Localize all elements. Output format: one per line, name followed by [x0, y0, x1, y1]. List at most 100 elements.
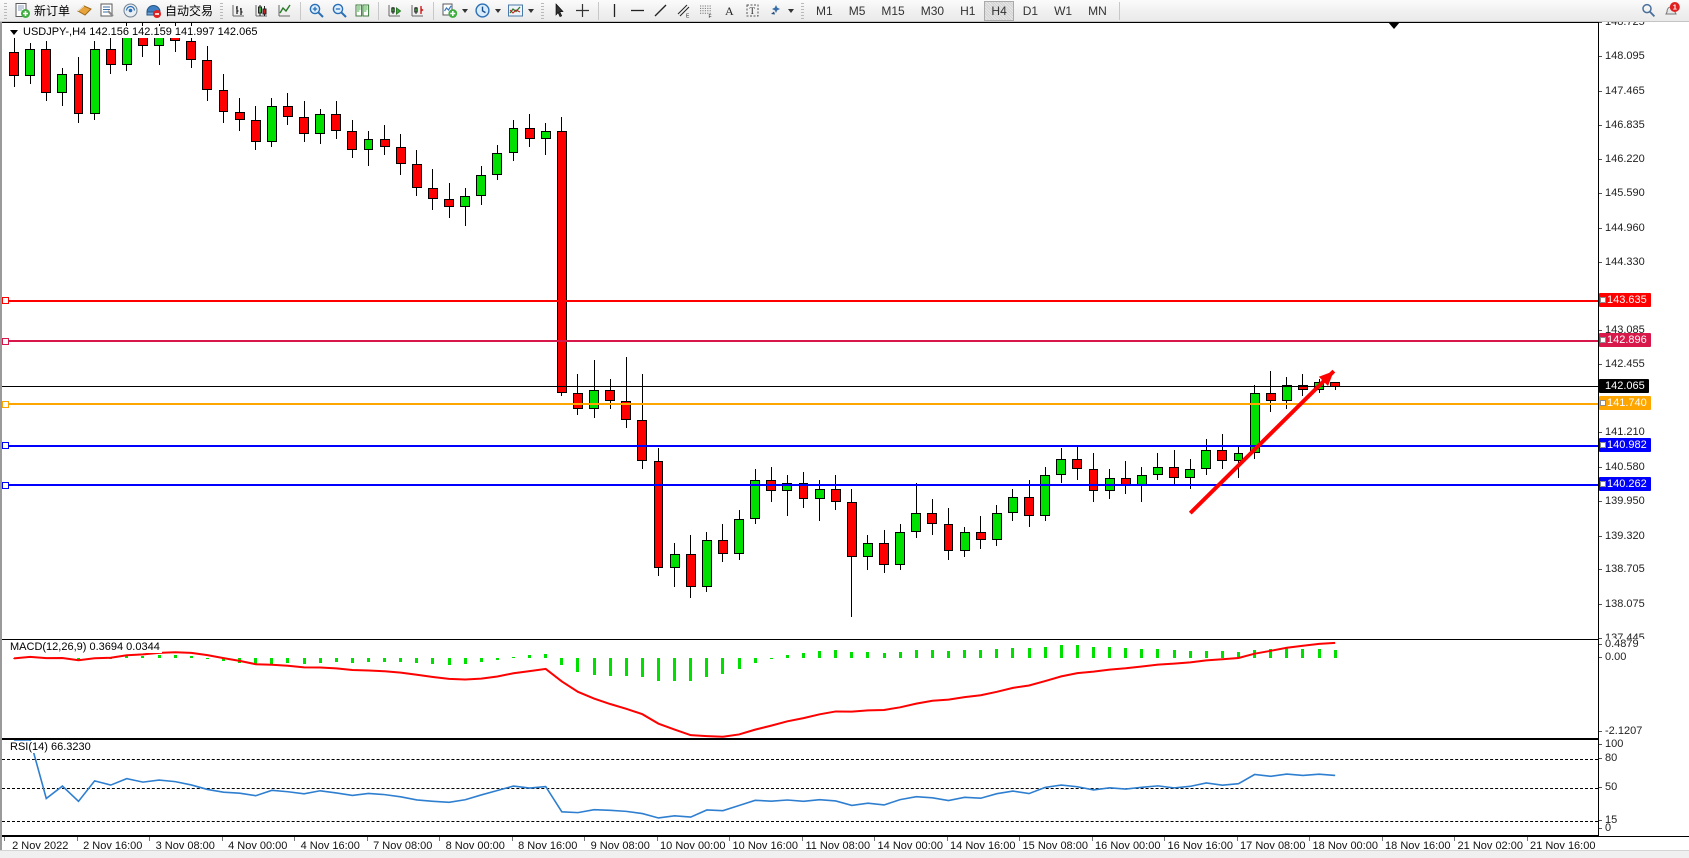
- price-badge-resistance-lower[interactable]: 142.896: [1599, 333, 1651, 348]
- price-badge-resistance-upper[interactable]: 143.635: [1599, 292, 1651, 307]
- toolbar-grip[interactable]: [2, 1, 9, 20]
- price-scale[interactable]: 148.725 148.095 147.465 146.835 146.220 145.5…: [1599, 22, 1689, 639]
- time-tick-label: 10 Nov 00:00: [660, 840, 726, 852]
- crosshair-tool-button[interactable]: [571, 1, 594, 21]
- chart-scroll-marker[interactable]: [1388, 22, 1400, 29]
- trendline-button[interactable]: [649, 1, 672, 21]
- candlestick-chart-button[interactable]: [250, 1, 273, 21]
- price-pane[interactable]: USDJPY-,H4 142.156 142.159 141.997 142.0…: [2, 22, 1689, 639]
- zoom-out-button[interactable]: [328, 1, 351, 21]
- time-tick-mark: [76, 837, 78, 841]
- notifications-button[interactable]: 1: [1660, 1, 1683, 21]
- price-plot-area[interactable]: [2, 22, 1599, 639]
- candle-body: [363, 139, 374, 150]
- level-line-pivot[interactable]: [2, 403, 1598, 406]
- level-handle-support-lower[interactable]: [2, 481, 9, 489]
- timeframe-d1[interactable]: D1: [1022, 3, 1039, 18]
- chevron-down-icon[interactable]: [788, 8, 795, 13]
- rsi-plot-area[interactable]: [2, 739, 1599, 836]
- vertical-line-button[interactable]: [603, 1, 626, 21]
- rsi-pane[interactable]: RSI(14) 66.3230 100 80 50 15 0: [2, 739, 1689, 836]
- time-tick-label: 8 Nov 00:00: [445, 840, 505, 852]
- period-selector-button[interactable]: [471, 1, 504, 21]
- time-tick-label: 4 Nov 16:00: [300, 840, 360, 852]
- candle-body: [444, 199, 455, 208]
- toolbar-grip-4[interactable]: [799, 1, 807, 20]
- macd-histogram-bar: [947, 650, 950, 659]
- level-line-support-upper[interactable]: [2, 444, 1598, 447]
- templates-button[interactable]: [504, 1, 537, 21]
- tile-windows-button[interactable]: [351, 1, 374, 21]
- macd-histogram-bar: [608, 658, 612, 676]
- macd-plot-area[interactable]: [2, 639, 1599, 739]
- signals-button[interactable]: [119, 1, 142, 21]
- timeframe-h1[interactable]: H1: [960, 3, 976, 18]
- timeframe-mn[interactable]: MN: [1088, 3, 1107, 18]
- level-handle-pivot[interactable]: [2, 400, 9, 408]
- toolbar-grip-2[interactable]: [218, 1, 226, 20]
- horizontal-line-button[interactable]: [626, 1, 649, 21]
- level-handle-resistance-lower[interactable]: [2, 337, 9, 345]
- macd-histogram-bar: [205, 658, 209, 660]
- chevron-down-icon[interactable]: [10, 29, 18, 35]
- toolbar-grip-3[interactable]: [539, 1, 547, 20]
- candle-body: [41, 48, 52, 93]
- autotrading-button[interactable]: 自动交易: [142, 1, 216, 21]
- level-line-resistance-lower[interactable]: [2, 340, 1598, 343]
- equidistant-channel-button[interactable]: E: [672, 1, 695, 21]
- autotrading-label: 自动交易: [165, 3, 214, 18]
- horizontal-line-icon: [629, 2, 646, 19]
- macd-histogram-bar: [479, 658, 483, 662]
- level-line-current-price[interactable]: [2, 385, 1598, 387]
- candle-body: [460, 196, 471, 208]
- bar-chart-button[interactable]: [227, 1, 250, 21]
- macd-histogram-bar: [882, 653, 886, 659]
- price-badge-current-price[interactable]: 142.065: [1599, 378, 1649, 393]
- candle-body: [57, 73, 68, 93]
- auto-scroll-button[interactable]: [383, 1, 406, 21]
- fibonacci-retracement-button[interactable]: F: [695, 1, 718, 21]
- line-chart-button[interactable]: [273, 1, 296, 21]
- timeframe-w1[interactable]: W1: [1054, 3, 1073, 18]
- macd-scale[interactable]: 0.4879 0.00 -2.1207: [1599, 639, 1689, 739]
- new-order-button[interactable]: 新订单: [11, 1, 73, 21]
- chevron-down-icon[interactable]: [462, 8, 469, 13]
- chart-symbol-label[interactable]: USDJPY-,H4 142.156 142.159 141.997 142.0…: [8, 26, 260, 38]
- time-tick-mark: [656, 837, 658, 841]
- timeframe-m5[interactable]: M5: [848, 3, 866, 18]
- time-tick-mark: [1164, 837, 1165, 841]
- cursor-tool-button[interactable]: [548, 1, 571, 21]
- macd-tick: 0.00: [1599, 652, 1626, 663]
- text-label-button[interactable]: T: [741, 1, 764, 21]
- toolbar-separator-3: [433, 1, 435, 20]
- search-button[interactable]: [1637, 1, 1660, 21]
- macd-histogram-bar: [350, 658, 354, 663]
- chart-shift-button[interactable]: [406, 1, 429, 21]
- chart-window[interactable]: USDJPY-,H4 142.156 142.159 141.997 142.0…: [0, 22, 1689, 858]
- line-chart-icon: [276, 2, 293, 19]
- level-handle-resistance-upper[interactable]: [2, 297, 9, 305]
- timeframe-h4[interactable]: H4: [984, 0, 1014, 21]
- price-badge-pivot[interactable]: 141.740: [1599, 396, 1651, 411]
- add-indicator-button[interactable]: [438, 1, 471, 21]
- new-order-label: 新订单: [34, 3, 71, 18]
- level-line-resistance-upper[interactable]: [2, 299, 1598, 302]
- price-tick: 139.950: [1599, 496, 1645, 507]
- text-tool-button[interactable]: A: [718, 1, 741, 21]
- shapes-arrows-button[interactable]: [764, 1, 797, 21]
- price-badge-support-upper[interactable]: 140.982: [1599, 437, 1651, 452]
- data-window-button[interactable]: [96, 1, 119, 21]
- price-badge-support-lower[interactable]: 140.262: [1599, 477, 1651, 492]
- chevron-down-icon[interactable]: [495, 8, 502, 13]
- level-handle-support-upper[interactable]: [2, 442, 9, 450]
- expert-advisor-button[interactable]: [73, 1, 96, 21]
- chevron-down-icon[interactable]: [528, 8, 535, 13]
- zoom-in-button[interactable]: [305, 1, 328, 21]
- rsi-scale[interactable]: 100 80 50 15 0: [1599, 739, 1689, 836]
- macd-pane[interactable]: MACD(12,26,9) 0.3694 0.0344 0.4879 0.00 -2…: [2, 639, 1689, 739]
- timeframe-m15[interactable]: M15: [881, 3, 905, 18]
- timeframe-m1[interactable]: M1: [816, 3, 833, 18]
- time-tick-label: 17 Nov 08:00: [1240, 840, 1306, 852]
- timeframe-m30[interactable]: M30: [920, 3, 945, 18]
- level-line-support-lower[interactable]: [2, 484, 1598, 487]
